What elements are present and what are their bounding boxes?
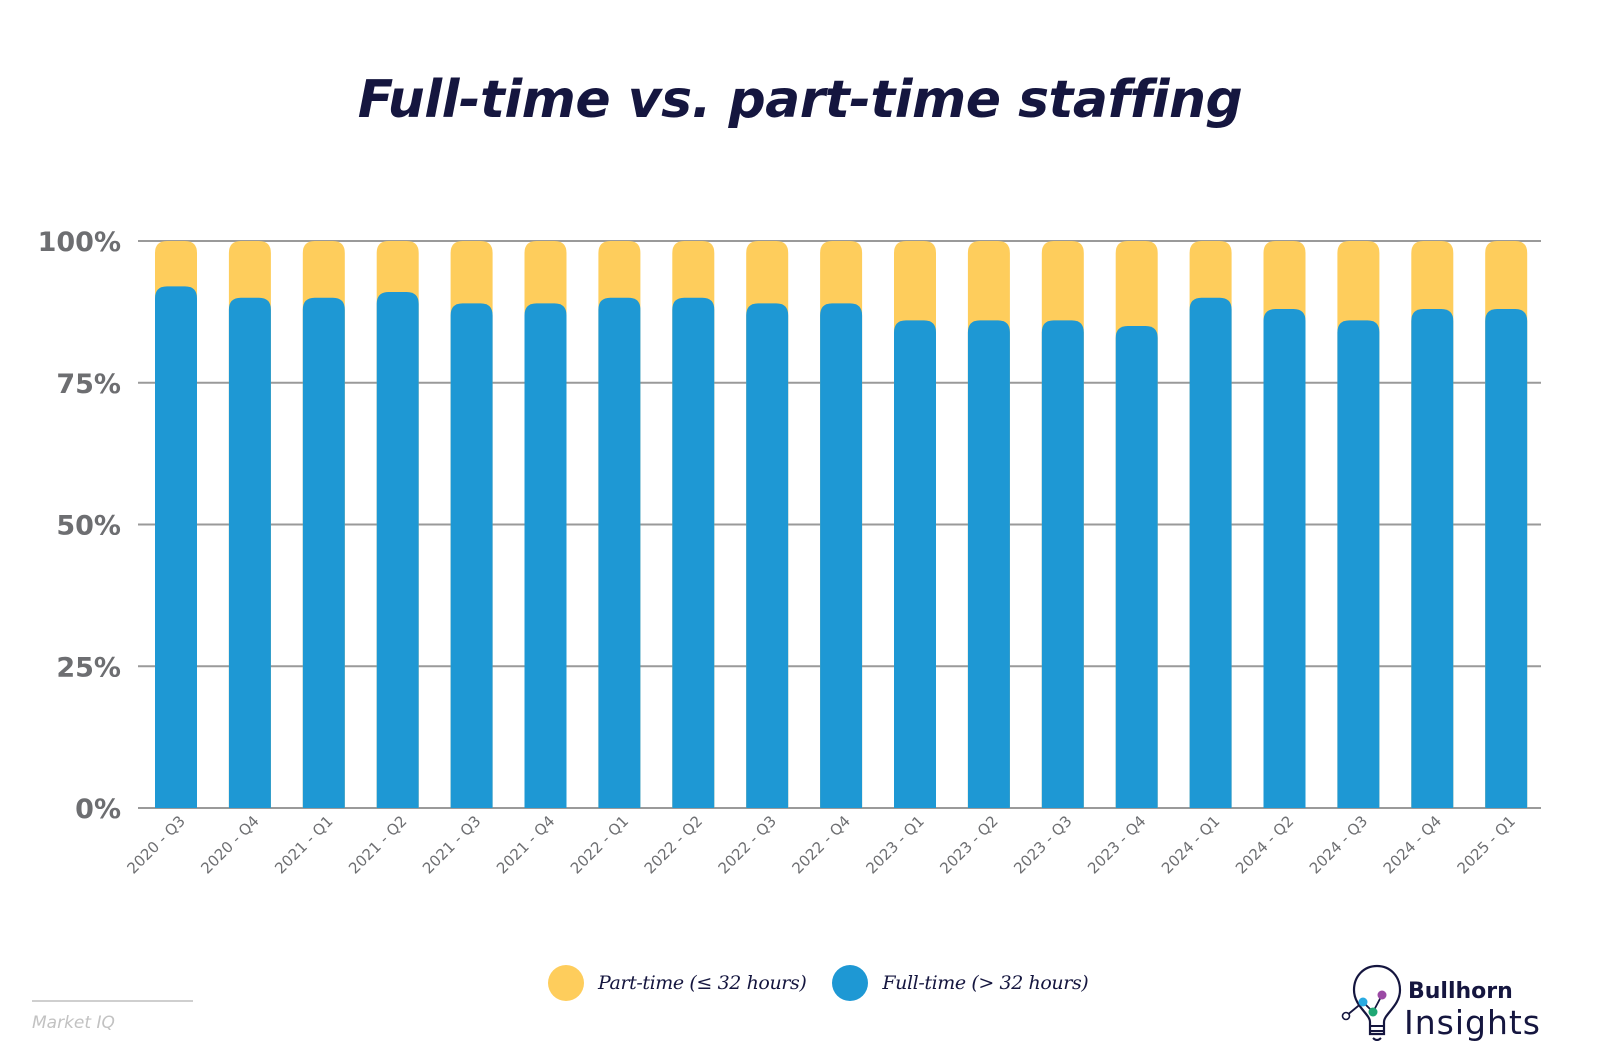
bar-group <box>155 241 197 808</box>
bar-group <box>1041 241 1084 808</box>
bar-group <box>1115 241 1158 808</box>
bar-group <box>1337 241 1380 808</box>
bar-full-time <box>894 320 936 808</box>
x-tick-label: 2023 - Q3 <box>1010 812 1075 877</box>
x-tick-label: 2023 - Q1 <box>862 812 927 877</box>
x-tick-label: 2023 - Q4 <box>1084 812 1149 877</box>
bar-full-time <box>598 297 641 808</box>
bar-full-time <box>450 303 493 808</box>
bar-full-time <box>1041 320 1084 808</box>
x-tick-label: 2025 - Q1 <box>1454 812 1519 877</box>
bar-full-time <box>1485 309 1528 808</box>
logo-text-bullhorn: Bullhorn <box>1408 979 1513 1004</box>
x-axis-ticks: 2020 - Q3 2020 - Q4 2021 - Q1 2021 - Q2 2021… <box>123 812 1519 877</box>
bar-full-time <box>1115 326 1158 808</box>
bar-group <box>672 241 715 808</box>
bar-full-time <box>155 286 197 808</box>
bar-group <box>524 241 567 808</box>
bar-group <box>894 241 936 808</box>
x-tick-label: 2020 - Q4 <box>197 812 262 877</box>
legend-swatch-full-time <box>832 965 869 1001</box>
bar-group <box>376 241 419 808</box>
bar-full-time <box>1189 297 1232 808</box>
logo-text-insights: Insights <box>1404 1003 1541 1042</box>
x-tick-label: 2021 - Q3 <box>419 812 484 877</box>
legend-item-full-time[interactable]: Full-time (> 32 hours) <box>832 965 1089 1001</box>
bar-full-time <box>524 303 567 808</box>
bar-group <box>1189 241 1232 808</box>
x-tick-label: 2021 - Q4 <box>493 812 558 877</box>
bullhorn-insights-logo: Bullhorn Insights <box>1341 964 1541 1042</box>
y-tick-label: 100% <box>38 227 121 258</box>
lightbulb-chart-icon <box>1341 964 1402 1041</box>
legend-item-part-time[interactable]: Part-time (≤ 32 hours) <box>548 965 807 1001</box>
bar-full-time <box>672 297 715 808</box>
bar-full-time <box>302 297 345 808</box>
bar-group <box>450 241 493 808</box>
x-tick-label: 2024 - Q4 <box>1380 812 1445 877</box>
bar-group <box>1411 241 1454 808</box>
bars <box>155 241 1528 808</box>
x-tick-label: 2022 - Q4 <box>789 812 854 877</box>
bar-group <box>967 241 1010 808</box>
legend-label-full-time: Full-time (> 32 hours) <box>882 972 1089 994</box>
x-tick-label: 2023 - Q2 <box>936 812 1001 877</box>
y-tick-label: 50% <box>56 511 121 542</box>
bar-group <box>598 241 641 808</box>
legend-label-part-time: Part-time (≤ 32 hours) <box>598 972 807 994</box>
x-tick-label: 2022 - Q3 <box>715 812 780 877</box>
x-tick-label: 2022 - Q1 <box>567 812 632 877</box>
bar-group <box>302 241 345 808</box>
source-divider <box>32 1000 193 1002</box>
bar-full-time <box>820 303 863 808</box>
bar-full-time <box>746 303 789 808</box>
bar-full-time <box>1411 309 1454 808</box>
x-tick-label: 2020 - Q3 <box>123 812 188 877</box>
chart-title: Full-time vs. part-time staffing <box>357 70 1243 130</box>
x-tick-label: 2024 - Q1 <box>1158 812 1223 877</box>
y-tick-label: 75% <box>56 369 121 400</box>
bar-full-time <box>967 320 1010 808</box>
y-axis-ticks: 0% 25% 50% 75% 100% <box>38 227 121 825</box>
bar-group <box>746 241 789 808</box>
bar-full-time <box>1337 320 1380 808</box>
bar-group <box>820 241 863 808</box>
legend-swatch-part-time <box>548 965 584 1001</box>
source-label: Market IQ <box>32 1013 115 1033</box>
bar-group <box>228 241 271 808</box>
bar-group <box>1485 241 1528 808</box>
bar-full-time <box>376 292 419 808</box>
y-tick-label: 25% <box>56 652 121 683</box>
legend: Part-time (≤ 32 hours) Full-time (> 32 h… <box>548 965 1114 1001</box>
bar-full-time <box>228 297 271 808</box>
y-tick-label: 0% <box>75 794 121 825</box>
bar-full-time <box>1263 309 1306 808</box>
x-tick-label: 2022 - Q2 <box>641 812 706 877</box>
x-tick-label: 2024 - Q2 <box>1232 812 1297 877</box>
bar-group <box>1263 241 1306 808</box>
x-tick-label: 2021 - Q2 <box>345 812 410 877</box>
x-tick-label: 2024 - Q3 <box>1306 812 1371 877</box>
x-tick-label: 2021 - Q1 <box>271 812 336 877</box>
